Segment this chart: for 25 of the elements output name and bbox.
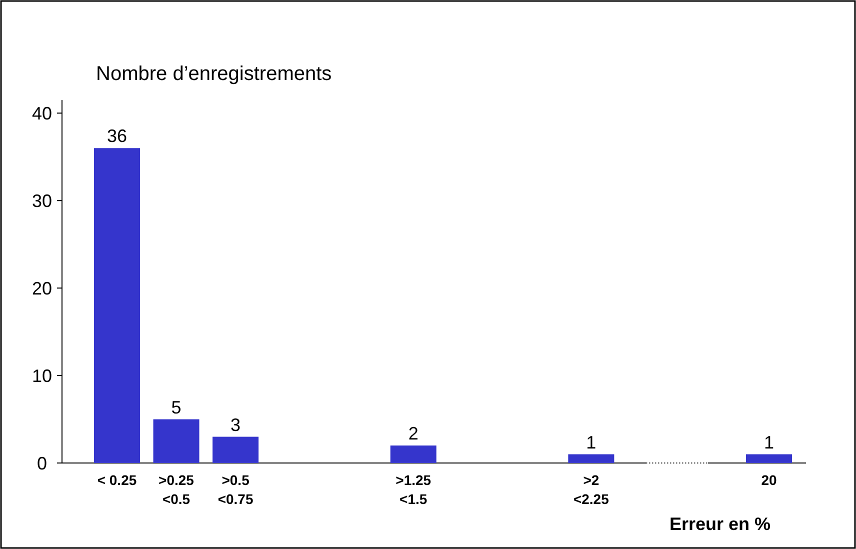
data-label: 1	[764, 432, 774, 452]
y-tick-label: 20	[32, 278, 52, 298]
x-axis-title: Erreur en %	[669, 514, 771, 534]
y-tick-label: 30	[32, 190, 52, 211]
bar	[94, 148, 140, 463]
x-tick-label: >2 <2.25	[573, 472, 610, 507]
x-tick-label: >1.25 <1.5	[396, 472, 432, 507]
y-tick-label: 0	[36, 453, 48, 474]
x-tick-label: >0.25 <0.5	[158, 472, 194, 507]
data-label: 1	[586, 432, 596, 452]
data-label: 5	[171, 397, 182, 418]
y-tick-label: 10	[32, 366, 52, 386]
data-label: 3	[230, 414, 241, 435]
bar	[390, 446, 436, 463]
y-tick-label: 40	[32, 103, 52, 124]
x-tick-label: < 0.25	[97, 472, 137, 488]
y-axis-title: Nombre d’enregistrements	[96, 63, 332, 85]
bar	[746, 454, 792, 463]
x-tick-label: >0.5 <0.75	[218, 472, 254, 507]
data-label: 36	[106, 126, 128, 146]
data-label: 2	[408, 424, 418, 444]
bar	[212, 436, 259, 463]
x-tick-label: 20	[761, 472, 777, 488]
bar	[153, 419, 200, 463]
bar	[568, 454, 614, 463]
